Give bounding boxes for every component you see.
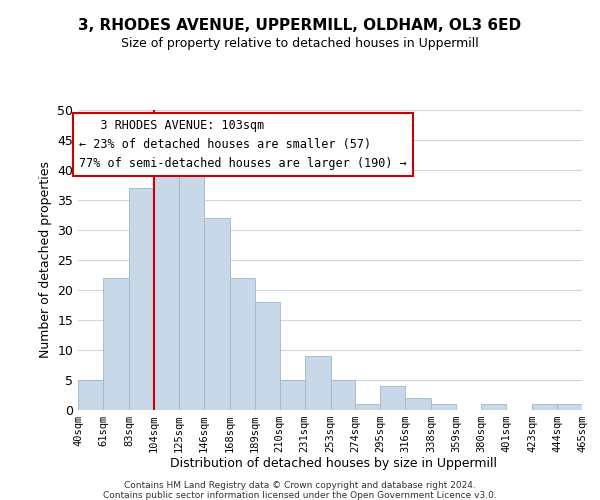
Text: 3, RHODES AVENUE, UPPERMILL, OLDHAM, OL3 6ED: 3, RHODES AVENUE, UPPERMILL, OLDHAM, OL3… <box>79 18 521 32</box>
Bar <box>154 158 179 410</box>
Y-axis label: Number of detached properties: Number of detached properties <box>38 162 52 358</box>
Bar <box>431 404 456 410</box>
Text: Contains HM Land Registry data © Crown copyright and database right 2024.: Contains HM Land Registry data © Crown c… <box>124 481 476 490</box>
Bar <box>129 188 154 410</box>
Bar <box>380 386 406 410</box>
Bar <box>280 380 305 410</box>
Bar <box>78 380 103 410</box>
Text: Distribution of detached houses by size in Uppermill: Distribution of detached houses by size … <box>170 458 497 470</box>
Text: Size of property relative to detached houses in Uppermill: Size of property relative to detached ho… <box>121 38 479 51</box>
Bar <box>355 404 380 410</box>
Text: Contains public sector information licensed under the Open Government Licence v3: Contains public sector information licen… <box>103 491 497 500</box>
Bar <box>331 380 355 410</box>
Bar <box>406 398 431 410</box>
Bar <box>103 278 129 410</box>
Bar <box>204 218 230 410</box>
Bar <box>230 278 254 410</box>
Bar <box>254 302 280 410</box>
Bar <box>481 404 506 410</box>
Bar <box>557 404 582 410</box>
Bar <box>305 356 331 410</box>
Bar <box>532 404 557 410</box>
Bar <box>179 170 204 410</box>
Text: 3 RHODES AVENUE: 103sqm
← 23% of detached houses are smaller (57)
77% of semi-de: 3 RHODES AVENUE: 103sqm ← 23% of detache… <box>79 119 407 170</box>
